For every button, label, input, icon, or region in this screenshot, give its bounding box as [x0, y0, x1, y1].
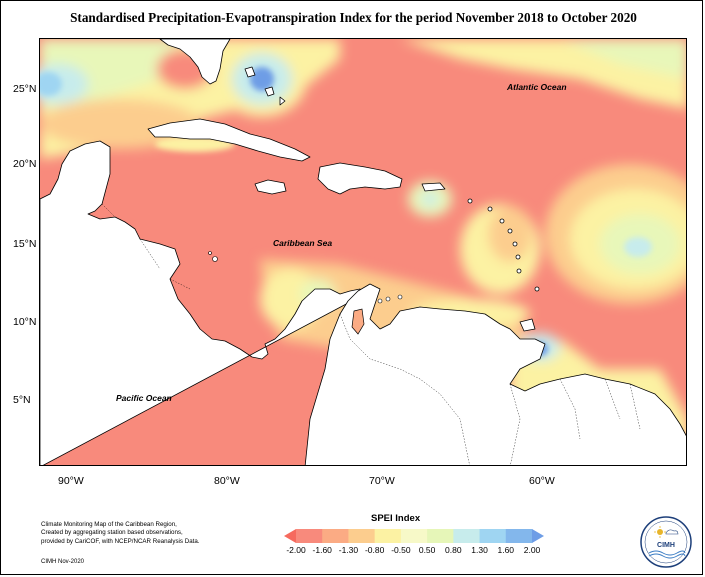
longitude-label: 90°W	[58, 475, 84, 487]
jamaica	[254, 179, 287, 195]
island	[534, 286, 540, 292]
footer-note-line: Created by aggregating station based obs…	[41, 529, 183, 537]
hispaniola	[317, 162, 403, 195]
island	[512, 241, 518, 247]
puerto-rico	[421, 182, 446, 192]
legend-cell	[479, 529, 507, 543]
island	[516, 268, 522, 274]
spei-zone-nw-core	[40, 72, 62, 96]
border	[101, 203, 641, 465]
spei-zone-atlantic-core	[624, 237, 652, 257]
atlantic-ocean-label: Atlantic Ocean	[507, 82, 567, 92]
longitude-label: 80°W	[214, 475, 240, 487]
latitude-label: 20°N	[13, 158, 37, 170]
legend-cell	[322, 529, 349, 543]
south-america	[304, 283, 686, 465]
legend-tick-label: -0.50	[391, 545, 411, 555]
island	[377, 298, 383, 304]
country-borders	[101, 203, 641, 465]
land-layer	[40, 39, 686, 465]
footer-credit: CIMH Nov-2020	[41, 559, 85, 565]
legend-arrow-high	[532, 529, 544, 543]
florida	[159, 39, 231, 85]
trinidad	[519, 318, 536, 332]
legend-tick-label: 0.80	[445, 545, 462, 555]
spei-zone-ne-edge	[560, 39, 686, 79]
legend-colorbar	[284, 529, 544, 543]
caribbean-sea-label: Caribbean Sea	[273, 238, 333, 248]
island	[397, 294, 403, 300]
footer-note-line: Climate Monitoring Map of the Caribbean …	[41, 521, 177, 528]
island	[212, 256, 218, 262]
bahamas-islands	[244, 66, 286, 106]
lesser-antilles	[467, 198, 540, 332]
legend-cell	[400, 529, 428, 543]
latitude-label: 15°N	[13, 238, 37, 250]
pacific-ocean-label: Pacific Ocean	[116, 393, 172, 403]
legend-tick-label: -0.80	[364, 545, 385, 555]
central-america	[40, 140, 366, 465]
legend-tick-label: -1.30	[338, 545, 359, 555]
cimh-logo: CIMH	[640, 516, 692, 568]
legend-tick-label: -2.00	[286, 545, 306, 555]
legend-cells	[284, 529, 544, 543]
legend-tick-label: 2.00	[523, 545, 541, 555]
legend-tick-label: 1.60	[497, 545, 515, 555]
small-islands	[208, 251, 403, 304]
island	[515, 254, 521, 260]
footer-note: Climate Monitoring Map of the Caribbean …	[41, 521, 211, 546]
footer-note-line: provided by CariCOF, with NCEP/NCAR Rean…	[41, 537, 200, 545]
cuba	[147, 118, 311, 162]
legend-cell	[505, 529, 533, 543]
spei-zone-puerto-rico-wet	[422, 192, 438, 206]
spei-zone-bahamas-core	[250, 67, 274, 91]
island	[487, 206, 493, 212]
legend-cell	[348, 529, 376, 543]
island	[467, 198, 473, 204]
legend-title: SPEI Index	[371, 513, 421, 524]
logo-text: CIMH	[657, 542, 675, 549]
map-title: Standardised Precipitation-Evapotranspir…	[70, 10, 637, 25]
legend-tick-label: 1.30	[471, 545, 488, 555]
island	[208, 251, 212, 255]
island	[507, 228, 513, 234]
longitude-label: 70°W	[369, 475, 395, 487]
spei-zone-antilles-dry	[488, 206, 532, 262]
legend-cell	[427, 529, 454, 543]
latitude-label: 10°N	[13, 316, 37, 328]
legend-cell	[296, 529, 323, 543]
legend-arrow-low	[284, 529, 296, 543]
legend-cell	[374, 529, 402, 543]
island	[499, 218, 505, 224]
legend-cell	[453, 529, 481, 543]
legend-tick-label: -1.60	[312, 545, 332, 555]
latitude-label: 5°N	[13, 394, 31, 406]
spei-map	[40, 39, 686, 465]
latitude-label: 25°N	[13, 83, 37, 95]
legend-tick-label: 0.50	[418, 545, 436, 555]
island	[385, 296, 391, 302]
lake-maracaibo	[351, 308, 365, 335]
map-panel	[39, 38, 687, 466]
legend-ticks: -2.00 -1.60 -1.30 -0.80 -0.50 0.50 0.80 1.30 1.6…	[284, 545, 544, 557]
longitude-label: 60°W	[529, 475, 555, 487]
